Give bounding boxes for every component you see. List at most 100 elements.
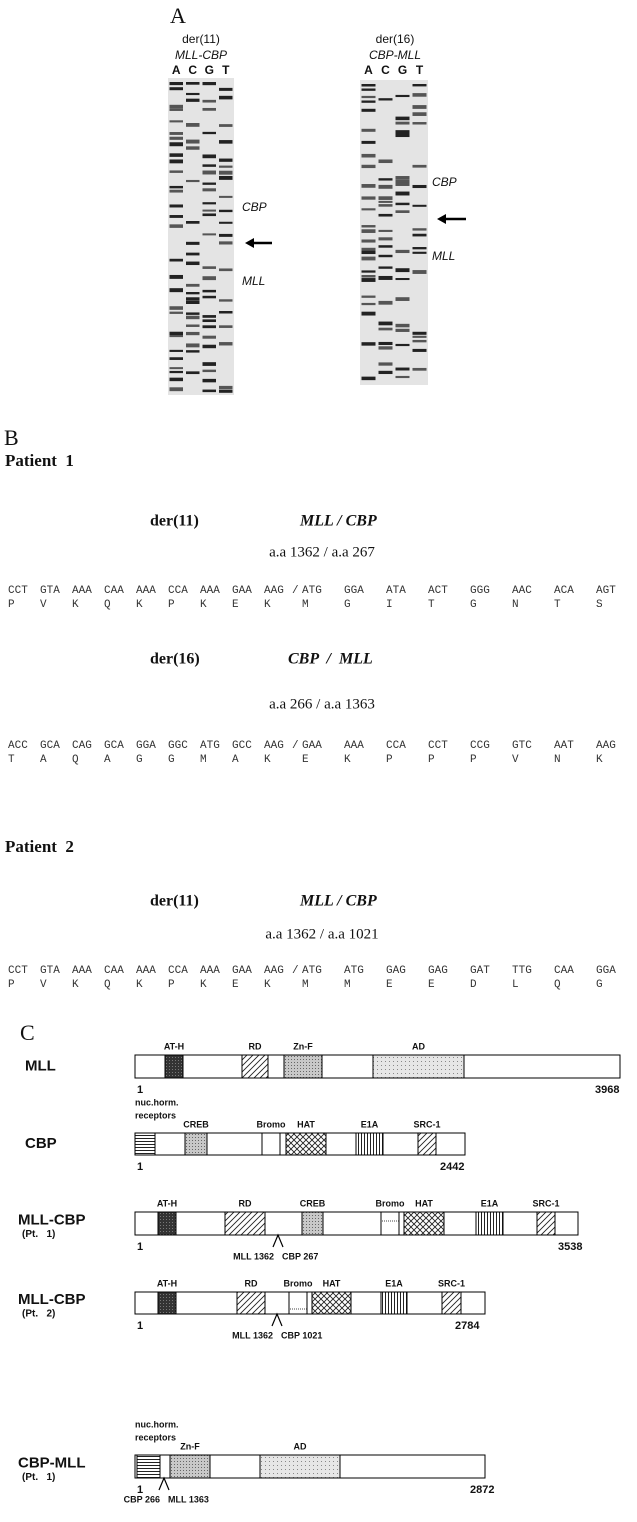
lane-label: A xyxy=(172,63,181,77)
amino-acid: P xyxy=(168,599,175,611)
gel-band xyxy=(362,296,376,298)
codon: GGC xyxy=(168,740,188,752)
amino-acid: K xyxy=(72,599,79,611)
derivative: der(16) xyxy=(150,651,200,668)
gel-band xyxy=(186,123,200,127)
codon: AAG xyxy=(264,740,284,752)
amino-acid: P xyxy=(428,754,435,766)
panel-label: C xyxy=(20,1020,35,1045)
domain-label: HAT xyxy=(297,1119,315,1129)
amino-acid: K xyxy=(344,754,351,766)
gel-band xyxy=(396,95,410,97)
domain xyxy=(260,1455,340,1478)
protein-bar xyxy=(135,1212,578,1235)
gel-band xyxy=(362,239,376,242)
domain-label: SRC-1 xyxy=(413,1119,440,1129)
codon: AAA xyxy=(200,585,220,597)
amino-acid: E xyxy=(302,754,309,766)
domain xyxy=(381,1212,399,1235)
codon: ATG xyxy=(200,740,220,752)
breakpoint-label: MLL 1363 xyxy=(168,1494,209,1504)
gel-band xyxy=(203,325,217,328)
gel-band xyxy=(413,93,427,97)
gel-band xyxy=(203,370,217,372)
lane-label: G xyxy=(205,63,214,77)
codon: GCC xyxy=(232,740,252,752)
amino-acid: K xyxy=(264,754,271,766)
gel-band xyxy=(170,105,184,109)
domain-label: RD xyxy=(239,1198,252,1208)
amino-acid: A xyxy=(232,754,239,766)
breakpoint-mark xyxy=(273,1235,283,1247)
gel-band xyxy=(219,222,233,224)
arrow-head xyxy=(437,214,446,224)
gel-band xyxy=(379,98,393,100)
domain-label: AT-H xyxy=(157,1278,177,1288)
codon: TTG xyxy=(512,965,532,977)
gel-band xyxy=(219,386,233,390)
domain-label: Zn-F xyxy=(180,1441,200,1451)
domain xyxy=(476,1212,503,1235)
gel-band xyxy=(413,185,427,188)
lane-label: T xyxy=(416,63,424,77)
gel-band xyxy=(219,166,233,168)
amino-acid: A xyxy=(104,754,111,766)
gel-band xyxy=(219,234,233,237)
panel-label: A xyxy=(170,3,186,28)
domain xyxy=(242,1055,268,1078)
end-residue: 3538 xyxy=(558,1241,582,1253)
gel-band xyxy=(379,342,393,345)
domain xyxy=(262,1133,280,1155)
gel-band xyxy=(203,266,217,269)
lane-label: C xyxy=(188,63,197,77)
gel-band xyxy=(203,100,217,103)
domain-label: HAT xyxy=(415,1198,433,1208)
amino-acid: P xyxy=(470,754,477,766)
domain-label: AT-H xyxy=(164,1041,184,1051)
amino-acid: K xyxy=(200,599,207,611)
gel-band xyxy=(362,165,376,168)
gel-band xyxy=(170,275,184,279)
gel-band xyxy=(396,130,410,134)
gel-band xyxy=(186,140,200,144)
gel-annotation: CBP xyxy=(242,200,267,214)
gel-band xyxy=(170,312,184,314)
gel-band xyxy=(170,371,184,373)
gel-band xyxy=(170,306,184,310)
amino-acid: P xyxy=(8,599,15,611)
gel-band xyxy=(219,159,233,162)
amino-acid: Q xyxy=(104,599,111,611)
gel-band xyxy=(379,185,393,189)
gel-band xyxy=(203,296,217,299)
gel-band xyxy=(203,132,217,134)
amino-acid: K xyxy=(72,979,79,991)
gel-band xyxy=(362,100,376,102)
gel-band xyxy=(170,108,184,110)
gel-band xyxy=(203,319,217,322)
gel-band xyxy=(413,336,427,338)
lane-label: T xyxy=(222,63,230,77)
domain xyxy=(170,1455,210,1478)
protein-name: MLL xyxy=(25,1057,56,1074)
domain-label: receptors xyxy=(135,1432,176,1442)
gel-band xyxy=(379,322,393,326)
gel-band xyxy=(203,379,217,382)
gel-band xyxy=(170,335,184,337)
amino-acid: K xyxy=(596,754,603,766)
gel-band xyxy=(203,362,217,366)
gel-band xyxy=(362,208,376,210)
domain-label: HAT xyxy=(323,1278,341,1288)
patient-tag: (Pt. 1) xyxy=(22,1472,55,1483)
gel-band xyxy=(379,201,393,203)
protein-bar xyxy=(135,1292,485,1314)
gel-band xyxy=(219,299,233,301)
gel-band xyxy=(396,117,410,121)
gel-band xyxy=(362,342,376,345)
domain xyxy=(158,1212,176,1235)
gel-band xyxy=(170,137,184,140)
amino-acid: P xyxy=(168,979,175,991)
amino-acid: N xyxy=(554,754,561,766)
gel-band xyxy=(413,165,427,168)
gel-band xyxy=(186,297,200,300)
amino-acid: K xyxy=(264,599,271,611)
